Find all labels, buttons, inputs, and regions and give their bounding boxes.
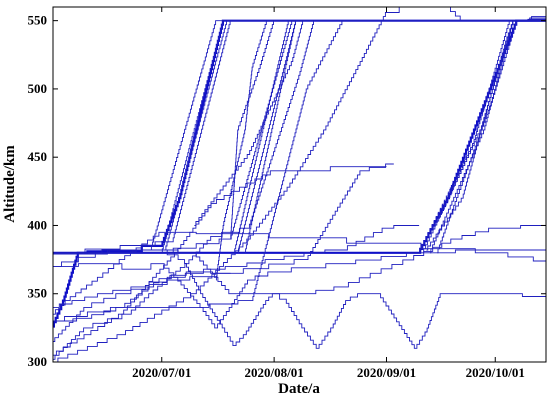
series-line-26 bbox=[53, 249, 546, 329]
x-axis-title: Date/a bbox=[278, 381, 320, 397]
series-line-11 bbox=[245, 20, 546, 254]
series-line-23 bbox=[230, 20, 275, 240]
y-tick-label: 400 bbox=[28, 217, 48, 232]
y-axis-title: Altitude/km bbox=[2, 145, 18, 223]
series-line-29 bbox=[53, 252, 314, 308]
series-line-30 bbox=[306, 225, 420, 254]
series-line-17 bbox=[53, 166, 387, 356]
y-tick-label: 550 bbox=[28, 13, 48, 28]
series-line-19 bbox=[53, 7, 463, 362]
series-line-20 bbox=[53, 20, 456, 322]
y-tick-label: 450 bbox=[28, 149, 48, 164]
x-tick-label: 2020/08/01 bbox=[245, 365, 304, 380]
x-tick-label: 2020/10/01 bbox=[466, 365, 525, 380]
series-line-16 bbox=[426, 17, 546, 251]
series-line-24 bbox=[53, 225, 546, 295]
plot-area bbox=[53, 7, 546, 362]
series-line-21 bbox=[53, 20, 314, 360]
series-line-14 bbox=[430, 18, 546, 254]
y-tick-label: 500 bbox=[28, 81, 48, 96]
x-tick-label: 2020/09/01 bbox=[357, 365, 416, 380]
series-line-7 bbox=[161, 20, 546, 254]
series-line-8 bbox=[234, 20, 546, 254]
series-line-1 bbox=[53, 19, 546, 328]
series-line-15 bbox=[437, 16, 546, 254]
series-line-4 bbox=[53, 20, 546, 254]
series-line-6 bbox=[67, 20, 546, 254]
series-line-9 bbox=[237, 20, 546, 254]
y-tick-label: 300 bbox=[28, 354, 48, 369]
x-tick-label: 2020/07/01 bbox=[132, 365, 191, 380]
series-line-10 bbox=[194, 20, 546, 226]
series-line-13 bbox=[422, 18, 546, 254]
series-line-22 bbox=[215, 20, 267, 281]
axes-frame bbox=[52, 6, 547, 363]
y-axis-ticks: 300 350 400 450 500 550 bbox=[28, 13, 546, 369]
x-axis-ticks: 2020/07/01 2020/08/01 2020/09/01 2020/10/01 bbox=[132, 7, 525, 380]
series-line-5 bbox=[53, 20, 546, 254]
series-line-12 bbox=[419, 18, 546, 254]
series-line-28 bbox=[53, 271, 231, 322]
y-tick-label: 350 bbox=[28, 286, 48, 301]
series-line-27 bbox=[53, 231, 546, 315]
series-line-18 bbox=[53, 163, 394, 342]
series-line-25 bbox=[53, 249, 546, 349]
series-line-3 bbox=[53, 20, 546, 254]
